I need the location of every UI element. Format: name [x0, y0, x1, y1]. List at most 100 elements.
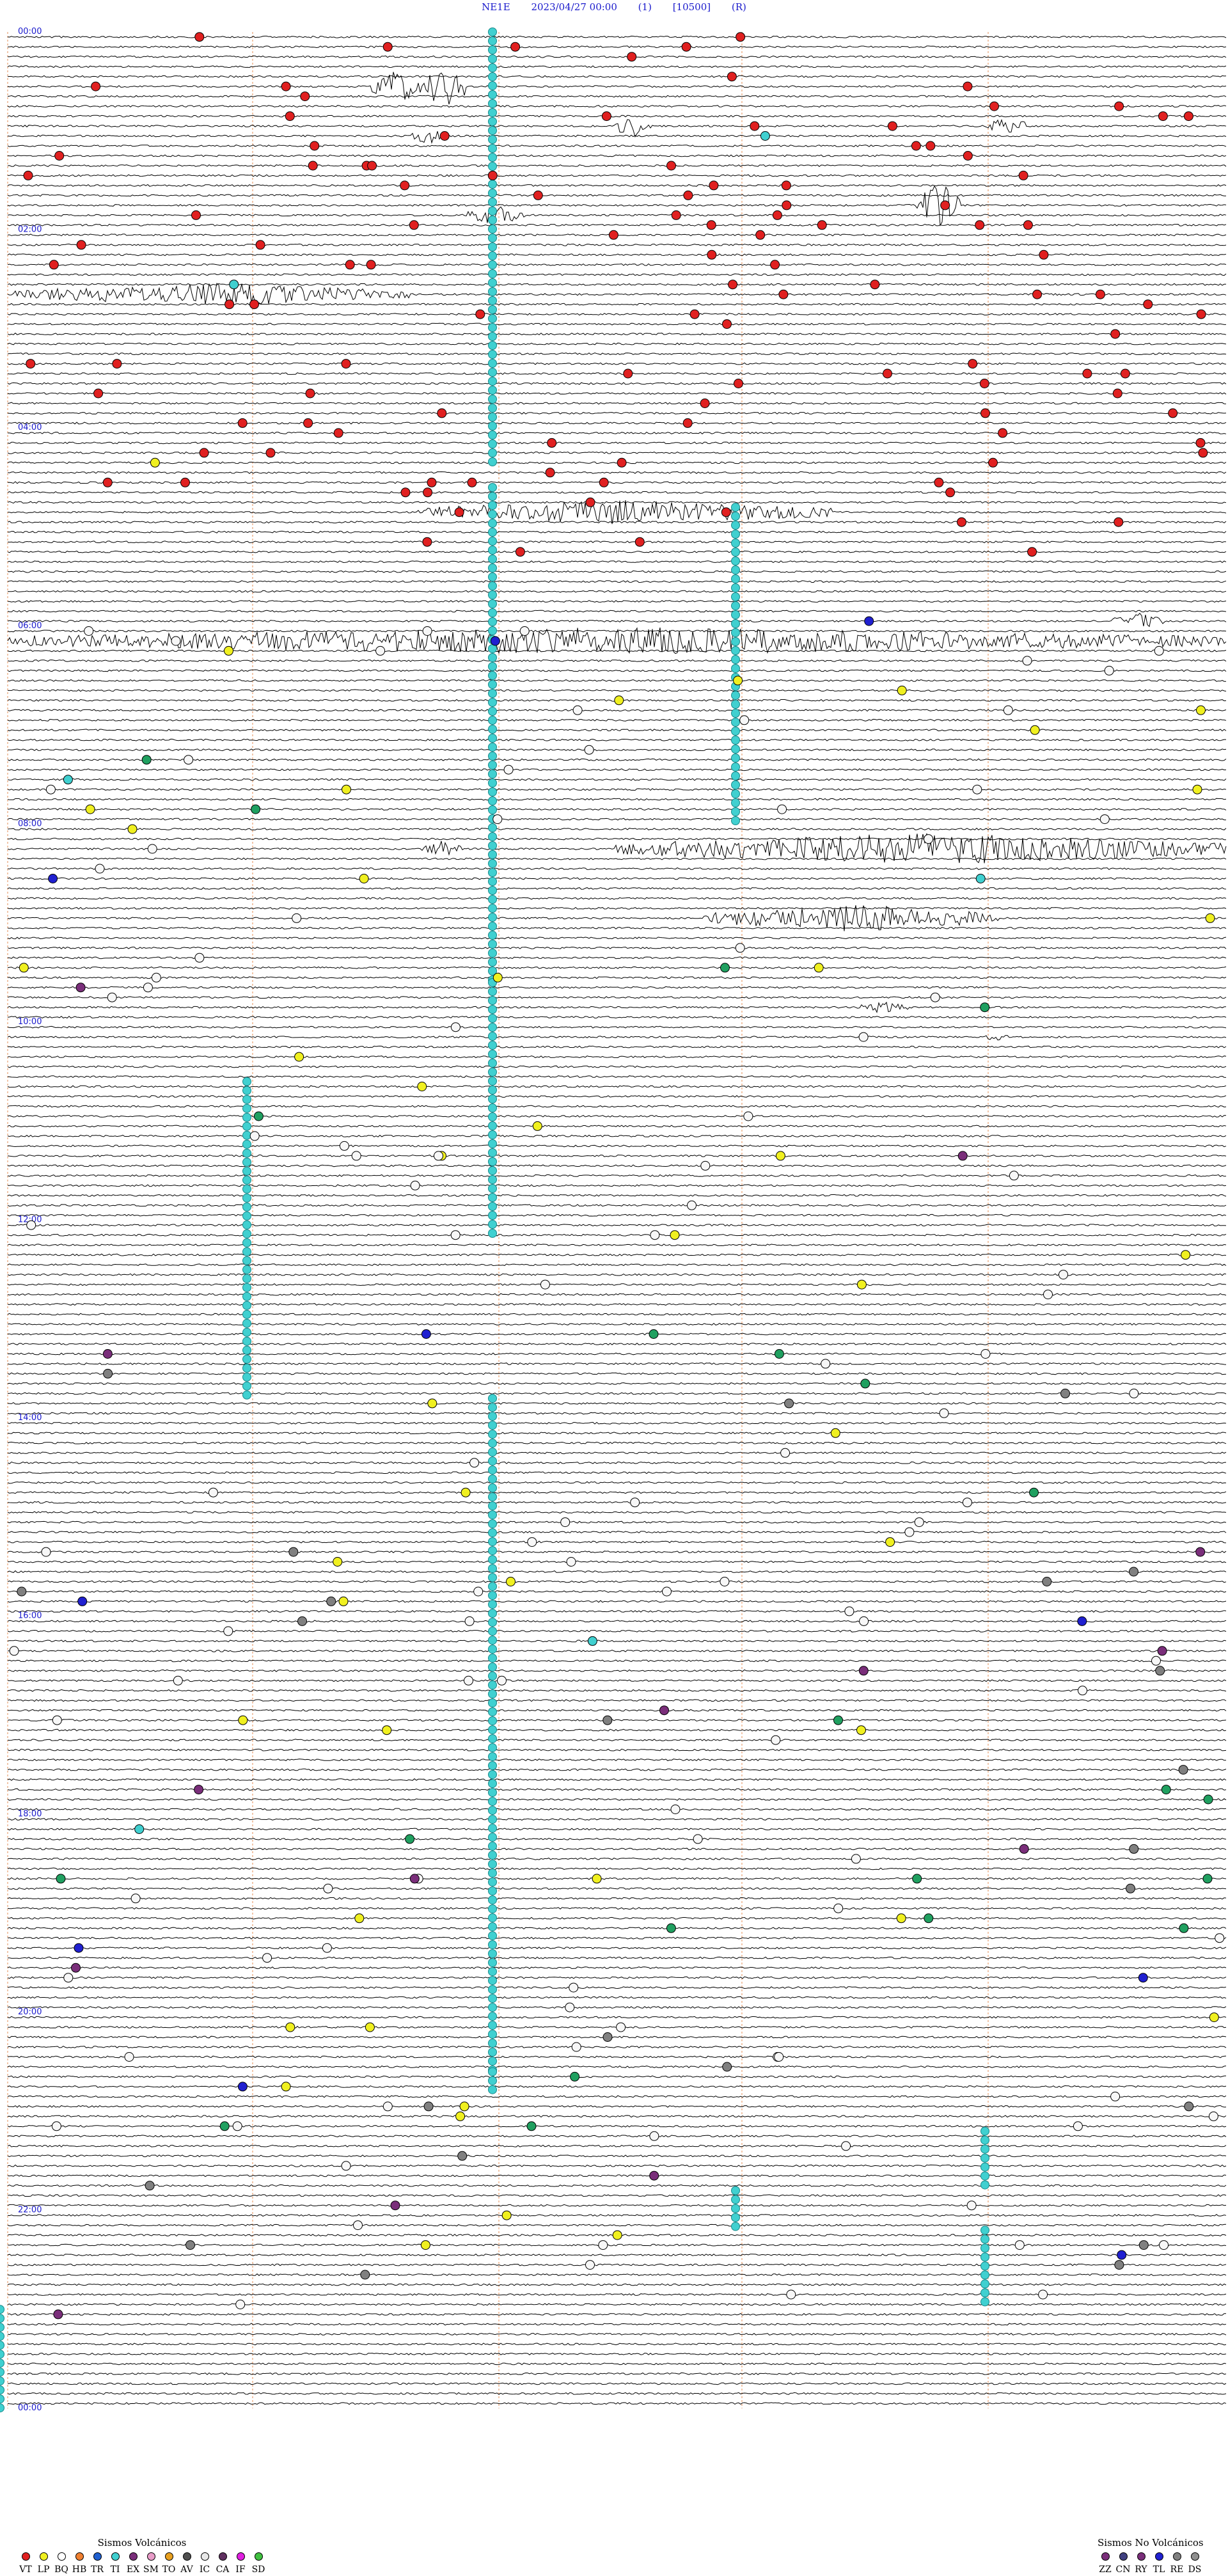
event-marker-av — [649, 1329, 659, 1339]
event-marker-lp — [614, 695, 624, 706]
trace-line — [7, 2382, 1227, 2385]
trace-line — [7, 1857, 1227, 1860]
event-marker-hb — [184, 755, 194, 765]
tremor-event-marker — [488, 1707, 497, 1717]
tremor-event-marker — [242, 1354, 251, 1364]
tremor-event-marker — [488, 242, 497, 251]
trace-line — [7, 1511, 1227, 1514]
tremor-event-marker — [488, 108, 497, 117]
event-marker-vt — [467, 477, 477, 487]
event-marker-vt — [1032, 289, 1043, 299]
tremor-event-marker — [488, 787, 497, 796]
tremor-event-marker — [980, 2252, 989, 2262]
tremor-event-marker — [731, 601, 740, 610]
tremor-event-marker — [488, 1403, 497, 1412]
tremor-event-marker — [731, 628, 740, 637]
trace-line — [7, 1001, 1227, 1014]
event-marker-vt — [887, 121, 897, 131]
legend-nonvolcanic-title: Sismos No Volcánicos — [1098, 2537, 1204, 2548]
tremor-event-marker — [488, 1220, 497, 1229]
tremor-event-marker — [488, 590, 497, 599]
trace-line — [7, 1362, 1227, 1365]
event-marker-vt — [963, 151, 973, 161]
event-marker-hb — [735, 943, 745, 953]
trace-line — [7, 2144, 1227, 2147]
tremor-event-marker — [488, 323, 497, 332]
event-marker-vt — [1198, 448, 1208, 458]
event-marker-hb — [571, 2042, 581, 2052]
tremor-event-marker — [488, 189, 497, 198]
trace-line — [7, 402, 1227, 405]
trace-line — [7, 1867, 1227, 1870]
trace-line — [7, 877, 1227, 880]
event-marker-hb — [1154, 645, 1164, 656]
event-marker-av — [1179, 1923, 1189, 1933]
trace-line — [7, 590, 1227, 593]
event-marker-lp — [506, 1577, 516, 1586]
trace-line — [8, 1184, 1227, 1187]
trace-line — [7, 1035, 1227, 1041]
event-marker-vt — [608, 230, 618, 240]
event-markers — [9, 32, 1225, 2319]
event-marker-hb — [1104, 665, 1114, 676]
event-marker-vt — [980, 408, 990, 418]
tremor-event-marker — [242, 1193, 251, 1203]
trace-line — [7, 1788, 1227, 1791]
tremor-event-marker — [980, 2288, 989, 2298]
trace-line — [7, 253, 1227, 257]
event-marker-ti — [134, 1824, 145, 1834]
event-marker-hb — [670, 1805, 681, 1814]
trace-line — [7, 174, 1227, 177]
trace-line — [7, 758, 1227, 761]
event-marker-vt — [93, 388, 104, 399]
event-marker-ex — [75, 983, 86, 993]
trace-line — [7, 441, 1227, 445]
trace-line — [7, 501, 1227, 504]
legend-dot — [1172, 2552, 1181, 2561]
tremor-event-marker — [488, 1412, 497, 1421]
event-marker-to — [602, 1715, 613, 1725]
tremor-event-marker — [488, 1202, 497, 1211]
tremor-event-marker — [488, 796, 497, 805]
event-marker-vt — [341, 359, 351, 369]
legend-dot — [236, 2552, 245, 2561]
legend-code: TO — [162, 2564, 176, 2575]
event-marker-vt — [979, 379, 989, 388]
trace-line — [7, 194, 1227, 197]
tremor-event-marker — [242, 1327, 251, 1337]
legend-code: IF — [235, 2564, 246, 2575]
event-marker-lp — [127, 824, 138, 834]
trace-line — [7, 1352, 1227, 1355]
event-marker-tl — [1077, 1616, 1087, 1626]
trace-line — [7, 1976, 1227, 1979]
trace-line — [7, 580, 1227, 583]
event-marker-lp — [1181, 1250, 1191, 1260]
tremor-event-marker — [488, 608, 497, 617]
tremor-event-marker — [488, 1895, 497, 1905]
trace-line — [7, 612, 1227, 628]
trace-line — [7, 1817, 1227, 1821]
trace-line — [7, 1402, 1227, 1405]
trace-line — [7, 1847, 1227, 1851]
event-marker-hb — [469, 1458, 480, 1468]
event-marker-hb — [1038, 2289, 1048, 2300]
tremor-event-marker — [488, 1886, 497, 1896]
trace-line — [8, 1996, 1227, 1999]
event-marker-hb — [743, 1111, 753, 1121]
tremor-event-marker — [242, 1112, 251, 1122]
event-marker-hb — [1129, 1388, 1139, 1398]
tremor-event-marker — [488, 296, 497, 305]
trace-line — [7, 936, 1227, 940]
event-marker-hb — [649, 2131, 659, 2141]
legend-code: RE — [1170, 2564, 1184, 2575]
event-marker-ti — [975, 874, 986, 883]
trace-line — [7, 2332, 1227, 2335]
station-name: NE1E — [482, 1, 510, 13]
legend-dot — [254, 2552, 263, 2561]
trace-line — [7, 1521, 1227, 1524]
event-marker-av — [570, 2071, 580, 2082]
trace-line — [7, 2174, 1227, 2177]
event-marker-av — [1203, 1794, 1213, 1805]
trace-line — [7, 1283, 1227, 1286]
legend-dot — [111, 2552, 120, 2561]
